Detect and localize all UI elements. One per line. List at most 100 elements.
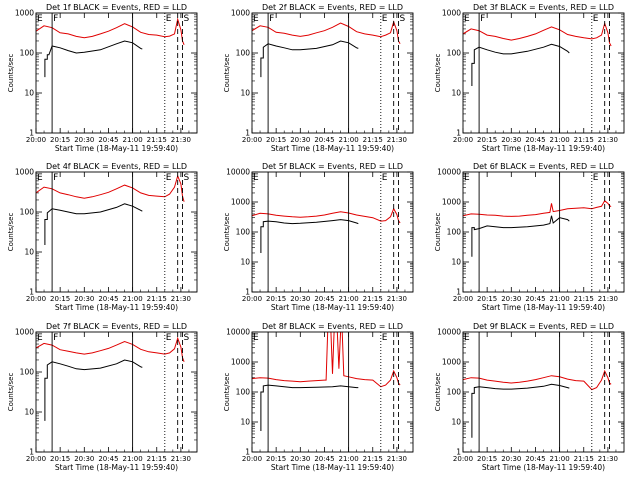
y-tick-label: 10000 [437, 328, 461, 337]
x-tick-label: 20:15 [50, 455, 70, 463]
panel-data [463, 369, 612, 438]
x-tick-label: 21:15 [574, 295, 594, 303]
x-tick-label: 21:00 [339, 136, 359, 144]
x-tick-label: 21:15 [147, 136, 167, 144]
x-tick-label: 20:30 [74, 295, 94, 303]
marker-label: E [166, 333, 172, 343]
y-tick-label: 100 [236, 388, 251, 397]
panel-frame [35, 171, 198, 293]
x-tick-label: 20:30 [290, 295, 310, 303]
y-tick-label: 100 [20, 368, 35, 377]
x-axis-label: Start Time (18-May-11 19:59:40) [482, 463, 605, 472]
marker-label: E [593, 173, 599, 183]
panel-title: Det 9f BLACK = Events, RED = LLD [473, 322, 614, 331]
panel-title: Det 5f BLACK = Events, RED = LLD [262, 162, 403, 171]
y-tick-label: 1 [245, 448, 250, 457]
y-tick-label: 10 [24, 408, 34, 417]
x-tick-label: 20:30 [290, 136, 310, 144]
y-tick-label: 1000 [442, 198, 461, 207]
x-tick-label: 20:30 [501, 455, 521, 463]
x-tick-label: 21:00 [123, 455, 143, 463]
panel-data [36, 174, 185, 245]
x-tick-label: 21:30 [171, 295, 191, 303]
y-axis-label: Counts/sec [434, 54, 442, 93]
marker-label: S [400, 14, 406, 24]
x-tick-label: 21:15 [363, 295, 383, 303]
x-tick-label: 20:00 [453, 455, 473, 463]
x-tick-label: 21:00 [339, 295, 359, 303]
panel-det-6: Det 6f BLACK = Events, RED = LLD 1 10 100 10… [434, 162, 625, 312]
x-tick-label: 20:15 [266, 295, 286, 303]
x-tick-label: 20:00 [453, 295, 473, 303]
y-tick-label: 1 [29, 129, 34, 138]
x-tick-label: 20:15 [477, 455, 497, 463]
corner-label: E [253, 173, 259, 183]
x-tick-label: 20:45 [314, 455, 334, 463]
lld-series-line [36, 174, 185, 202]
panel-data [463, 200, 612, 257]
y-axis-label: Counts/sec [223, 213, 231, 252]
y-tick-label: 100 [20, 49, 35, 58]
x-axis-label: Start Time (18-May-11 19:59:40) [55, 144, 178, 153]
x-tick-label: 21:15 [574, 136, 594, 144]
y-tick-label: 10000 [226, 328, 250, 337]
x-tick-label: 20:15 [477, 295, 497, 303]
panel-det-9: Det 9f BLACK = Events, RED = LLD 1 10 100 10… [434, 322, 625, 472]
lld-series-line [36, 336, 185, 362]
x-tick-label: 20:45 [98, 136, 118, 144]
marker-label: F [53, 333, 58, 343]
x-axis-label: Start Time (18-May-11 19:59:40) [55, 303, 178, 312]
y-tick-label: 10 [240, 258, 250, 267]
y-tick-label: 10000 [437, 168, 461, 177]
x-tick-label: 20:15 [266, 136, 286, 144]
y-tick-label: 1000 [442, 358, 461, 367]
x-tick-label: 21:30 [387, 455, 407, 463]
x-axis-label: Start Time (18-May-11 19:59:40) [271, 144, 394, 153]
x-tick-label: 21:00 [550, 455, 570, 463]
x-tick-label: 20:45 [314, 136, 334, 144]
x-tick-label: 21:30 [598, 136, 618, 144]
x-tick-label: 20:45 [525, 136, 545, 144]
y-tick-label: 1 [456, 448, 461, 457]
y-tick-label: 1000 [231, 198, 250, 207]
y-axis-label: Counts/sec [223, 373, 231, 412]
panel-data [252, 207, 401, 253]
corner-label: E [253, 14, 259, 24]
panel-title: Det 1f BLACK = Events, RED = LLD [46, 3, 187, 12]
y-tick-label: 1 [245, 129, 250, 138]
lld-series-line [252, 332, 401, 388]
panel-title: Det 3f BLACK = Events, RED = LLD [473, 3, 614, 12]
y-axis-label: Counts/sec [434, 213, 442, 252]
panel-frame [35, 331, 198, 453]
y-tick-label: 1 [456, 129, 461, 138]
panel-frame [251, 331, 414, 453]
marker-label: E [166, 173, 172, 183]
x-tick-label: 20:30 [290, 455, 310, 463]
x-axis-label: Start Time (18-May-11 19:59:40) [55, 463, 178, 472]
y-tick-label: 10 [451, 418, 461, 427]
marker-label: E [382, 173, 388, 183]
y-axis-label: Counts/sec [7, 54, 15, 93]
x-tick-label: 21:30 [387, 295, 407, 303]
corner-label: E [37, 333, 43, 343]
y-tick-label: 1 [29, 448, 34, 457]
y-tick-label: 1000 [15, 328, 34, 337]
y-tick-label: 1000 [442, 9, 461, 18]
x-axis-label: Start Time (18-May-11 19:59:40) [271, 303, 394, 312]
x-axis-label: Start Time (18-May-11 19:59:40) [482, 303, 605, 312]
y-tick-label: 10 [240, 89, 250, 98]
y-tick-label: 100 [447, 388, 462, 397]
panel-title: Det 2f BLACK = Events, RED = LLD [262, 3, 403, 12]
events-series-line [260, 219, 359, 253]
x-tick-label: 21:15 [363, 136, 383, 144]
marker-label: F [480, 14, 485, 24]
y-axis-label: Counts/sec [434, 373, 442, 412]
panel-det-3: Det 3f BLACK = Events, RED = LLD 1 10 100 10… [434, 3, 625, 153]
y-tick-label: 100 [447, 228, 462, 237]
marker-label: E [166, 14, 172, 24]
y-tick-label: 1000 [15, 9, 34, 18]
x-tick-label: 20:15 [50, 295, 70, 303]
panel-title: Det 6f BLACK = Events, RED = LLD [473, 162, 614, 171]
x-tick-label: 20:45 [98, 455, 118, 463]
